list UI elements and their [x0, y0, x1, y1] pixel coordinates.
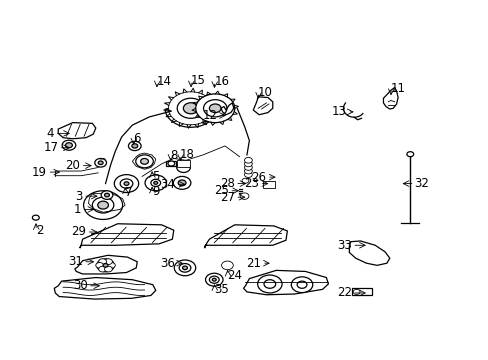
Circle shape — [114, 175, 139, 193]
Circle shape — [151, 179, 160, 186]
Text: 28: 28 — [220, 177, 234, 190]
Circle shape — [128, 141, 141, 150]
Text: 34: 34 — [160, 178, 175, 191]
Circle shape — [120, 179, 133, 188]
Text: 31: 31 — [68, 255, 82, 268]
Text: 24: 24 — [227, 269, 242, 282]
Circle shape — [101, 191, 113, 199]
Circle shape — [145, 175, 166, 191]
Circle shape — [406, 152, 413, 157]
Text: 23: 23 — [244, 177, 259, 190]
Circle shape — [104, 266, 112, 272]
Circle shape — [32, 215, 39, 220]
Circle shape — [62, 140, 76, 150]
Text: 13: 13 — [331, 105, 346, 118]
Text: 17: 17 — [43, 141, 58, 154]
Circle shape — [178, 180, 185, 186]
Bar — [166, 161, 176, 166]
Text: 33: 33 — [336, 239, 351, 252]
Circle shape — [244, 172, 252, 177]
Circle shape — [97, 259, 114, 272]
Circle shape — [176, 162, 190, 172]
Text: 20: 20 — [65, 159, 80, 172]
Circle shape — [297, 281, 306, 288]
Circle shape — [182, 266, 187, 270]
Circle shape — [104, 259, 112, 265]
Text: 19: 19 — [32, 166, 47, 179]
Circle shape — [179, 264, 190, 272]
Text: 22: 22 — [336, 287, 351, 300]
Text: 1: 1 — [74, 203, 81, 216]
Circle shape — [242, 178, 248, 183]
Circle shape — [203, 100, 226, 117]
Circle shape — [195, 94, 234, 123]
Circle shape — [209, 276, 219, 283]
Text: 26: 26 — [251, 171, 266, 184]
Text: 6: 6 — [133, 132, 141, 145]
Bar — [351, 288, 371, 296]
Circle shape — [83, 191, 122, 220]
Text: 18: 18 — [180, 148, 195, 161]
Text: 8: 8 — [170, 149, 178, 162]
Text: 36: 36 — [160, 257, 175, 270]
Text: 2: 2 — [36, 224, 43, 237]
Circle shape — [92, 197, 114, 213]
Circle shape — [103, 264, 108, 267]
Circle shape — [98, 201, 108, 209]
Circle shape — [141, 158, 148, 164]
Text: 16: 16 — [214, 75, 229, 88]
Bar — [263, 181, 275, 188]
Circle shape — [132, 144, 138, 148]
Circle shape — [98, 161, 103, 165]
Bar — [177, 159, 189, 167]
Text: 29: 29 — [71, 225, 86, 238]
Text: 10: 10 — [258, 86, 272, 99]
Circle shape — [173, 176, 190, 189]
Circle shape — [136, 155, 153, 168]
Circle shape — [177, 98, 204, 118]
Circle shape — [174, 260, 195, 276]
Circle shape — [96, 262, 103, 268]
Circle shape — [124, 182, 129, 185]
Text: 32: 32 — [413, 177, 428, 190]
Text: 5: 5 — [152, 170, 159, 183]
Text: 7: 7 — [125, 186, 132, 199]
Circle shape — [99, 266, 106, 272]
Circle shape — [99, 259, 106, 265]
Text: 3: 3 — [75, 190, 82, 203]
Circle shape — [107, 262, 115, 268]
Circle shape — [209, 104, 221, 113]
Circle shape — [352, 289, 359, 294]
Circle shape — [244, 157, 252, 163]
Circle shape — [244, 161, 252, 167]
Circle shape — [221, 261, 233, 270]
Text: 11: 11 — [390, 82, 405, 95]
Circle shape — [205, 273, 223, 286]
Text: 9: 9 — [152, 185, 159, 198]
Text: 15: 15 — [190, 74, 205, 87]
Circle shape — [244, 168, 252, 174]
Text: 14: 14 — [157, 75, 171, 88]
Circle shape — [212, 278, 216, 281]
Circle shape — [240, 193, 248, 199]
Text: 30: 30 — [73, 279, 87, 292]
Circle shape — [167, 161, 174, 166]
Circle shape — [264, 280, 275, 288]
Circle shape — [183, 103, 198, 114]
Circle shape — [244, 165, 252, 170]
Circle shape — [95, 158, 106, 167]
Text: 21: 21 — [246, 257, 261, 270]
Text: 25: 25 — [214, 184, 228, 197]
Text: 27: 27 — [219, 191, 234, 204]
Text: 35: 35 — [214, 283, 228, 296]
Circle shape — [257, 275, 282, 293]
Text: 4: 4 — [47, 127, 54, 140]
Circle shape — [291, 277, 312, 293]
Circle shape — [154, 181, 158, 184]
Circle shape — [65, 143, 72, 148]
Text: 12: 12 — [202, 109, 217, 122]
Circle shape — [104, 193, 109, 197]
